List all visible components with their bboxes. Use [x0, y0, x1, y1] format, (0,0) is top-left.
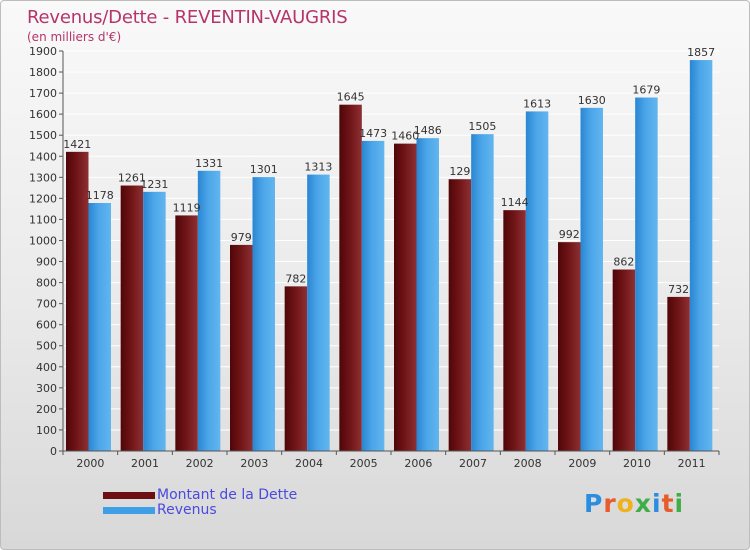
data-label-dette: 862 — [613, 256, 634, 269]
y-tick-label: 900 — [36, 256, 57, 269]
data-label-dette: 782 — [285, 272, 306, 285]
x-tick-label: 2007 — [459, 457, 487, 470]
y-tick-label: 1000 — [29, 234, 57, 247]
data-label-revenus: 1231 — [140, 178, 168, 191]
x-tick-label: 2003 — [240, 457, 268, 470]
data-label-revenus: 1505 — [468, 120, 496, 133]
legend: Montant de la Dette Revenus — [103, 488, 297, 518]
data-label-dette: 992 — [559, 228, 580, 241]
bar-revenus — [252, 177, 275, 451]
logo-letter: r — [603, 489, 617, 518]
data-label-dette: 732 — [668, 283, 689, 296]
bar-revenus — [635, 97, 658, 452]
data-label-dette: 1421 — [63, 138, 91, 151]
legend-item-dette: Montant de la Dette — [103, 488, 297, 503]
bar-dette — [667, 296, 690, 451]
logo-letter: o — [616, 489, 635, 518]
bar-revenus — [580, 107, 603, 451]
y-tick-label: 300 — [36, 382, 57, 395]
data-label-revenus: 1313 — [304, 161, 332, 174]
bar-dette — [66, 151, 89, 451]
bar-revenus — [88, 203, 111, 451]
y-tick-label: 1500 — [29, 129, 57, 142]
bar-dette — [503, 210, 526, 451]
y-tick-label: 1200 — [29, 192, 57, 205]
data-label-dette: 1261 — [118, 172, 146, 185]
x-tick-label: 2011 — [678, 457, 706, 470]
bar-dette — [394, 143, 417, 451]
legend-label-dette: Montant de la Dette — [157, 487, 298, 503]
bar-revenus — [525, 111, 549, 451]
y-tick-label: 1400 — [29, 150, 57, 163]
x-tick-label: 2004 — [295, 457, 323, 470]
x-tick-label: 2008 — [514, 457, 542, 470]
logo-letter: i — [652, 489, 662, 518]
y-tick-label: 1600 — [29, 108, 57, 121]
logo-letter: P — [584, 489, 604, 518]
x-tick-label: 2005 — [350, 457, 378, 470]
bar-revenus — [307, 174, 330, 451]
data-label-revenus: 1679 — [632, 84, 660, 97]
data-label-dette: 1144 — [501, 196, 529, 209]
proxiti-logo: Proxiti — [584, 489, 684, 518]
data-label-dette: 1645 — [337, 91, 365, 104]
bar-dette — [175, 215, 198, 451]
y-tick-label: 1700 — [29, 87, 57, 100]
data-label-revenus: 1613 — [523, 97, 551, 110]
y-tick-label: 1800 — [29, 66, 57, 79]
x-tick-label: 2000 — [76, 457, 104, 470]
data-label-revenus: 1630 — [578, 94, 606, 107]
data-label-revenus: 1857 — [687, 46, 715, 59]
y-tick-label: 400 — [36, 361, 57, 374]
y-tick-label: 1300 — [29, 171, 57, 184]
legend-swatch-revenus — [103, 507, 155, 514]
logo-letter: x — [634, 489, 652, 518]
data-label-revenus: 1331 — [195, 157, 223, 170]
logo-letter: t — [661, 489, 675, 518]
data-label-revenus: 1301 — [250, 163, 278, 176]
legend-item-revenus: Revenus — [103, 503, 297, 518]
x-tick-label: 2006 — [404, 457, 432, 470]
data-label-dette: 1119 — [173, 201, 201, 214]
bar-dette — [339, 104, 362, 452]
data-label-dette: 979 — [231, 231, 252, 244]
bar-dette — [120, 185, 144, 452]
bar-revenus — [143, 191, 166, 451]
bar-dette — [558, 242, 581, 451]
y-tick-label: 1100 — [29, 213, 57, 226]
bar-dette — [448, 179, 472, 452]
y-tick-label: 600 — [36, 319, 57, 332]
x-tick-label: 2002 — [186, 457, 214, 470]
bar-revenus — [416, 138, 439, 451]
legend-label-revenus: Revenus — [157, 502, 217, 518]
x-tick-label: 2009 — [568, 457, 596, 470]
bar-revenus — [197, 170, 221, 451]
data-label-revenus: 1486 — [414, 124, 442, 137]
chart-title: Revenus/Dette - REVENTIN-VAUGRIS — [27, 7, 348, 28]
data-label-dette: 129 — [449, 165, 470, 178]
y-tick-label: 700 — [36, 298, 57, 311]
chart-subtitle: (en milliers d'€) — [27, 30, 122, 44]
y-tick-label: 800 — [36, 277, 57, 290]
logo-letter: i — [674, 489, 685, 518]
bar-revenus — [471, 134, 494, 451]
y-tick-label: 200 — [36, 403, 57, 416]
legend-swatch-dette — [103, 492, 155, 499]
y-tick-label: 100 — [36, 424, 57, 437]
bar-dette — [230, 244, 253, 451]
y-tick-label: 1900 — [29, 45, 57, 58]
data-label-revenus: 1473 — [359, 127, 387, 140]
data-label-revenus: 1178 — [86, 189, 114, 202]
bar-dette — [284, 286, 308, 451]
data-label-dette: 1460 — [391, 130, 419, 143]
bar-dette — [612, 269, 636, 451]
x-tick-label: 2010 — [623, 457, 651, 470]
bar-revenus — [361, 140, 385, 452]
y-tick-label: 500 — [36, 340, 57, 353]
bar-revenus — [689, 60, 713, 451]
x-tick-label: 2001 — [131, 457, 159, 470]
y-tick-label: 0 — [50, 445, 57, 458]
